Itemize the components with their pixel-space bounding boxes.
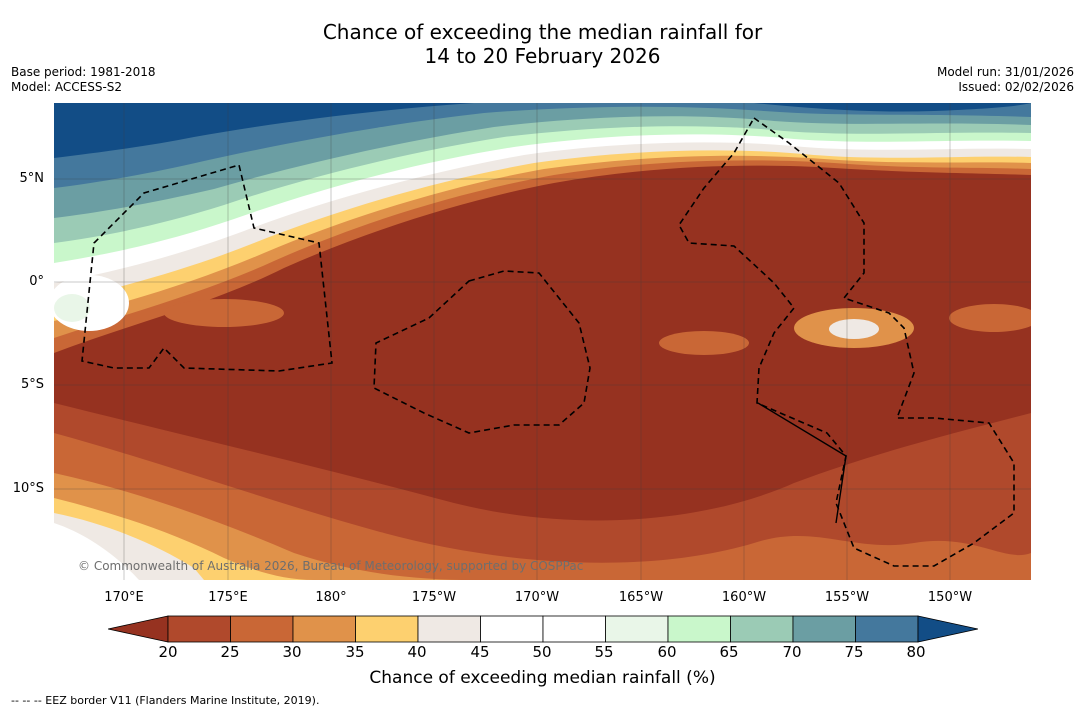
eez-kiribati-west [81,163,333,372]
eez-solid-segment [757,402,847,524]
field-north-80 [54,103,474,158]
patch-sw-orange [164,299,284,327]
meta-left: Base period: 1981-2018 Model: ACCESS-S2 [11,65,156,95]
colorbar-label: Chance of exceeding median rainfall (%) [369,668,716,688]
colorbar-segment [167,615,231,643]
lat-label-5n: 5°N [19,171,45,186]
colorbar-extend-low [108,615,169,643]
field-45 [54,523,139,580]
eez-kiribati-central [373,270,591,434]
colorbar-tick: 40 [407,643,427,661]
issued-date: Issued: 02/02/2026 [958,80,1074,94]
eez-lines [757,402,847,524]
colorbar-tick: 20 [158,643,178,661]
lon-label-150w: 150°W [927,590,973,605]
lon-label-180: 180° [315,590,347,605]
patch-east-orange [949,304,1031,332]
model-name: Model: ACCESS-S2 [11,80,123,94]
colorbar-segment [292,615,356,643]
colorbar-segment [417,615,481,643]
graticule [54,103,1031,580]
colorbar-tick: 80 [906,643,926,661]
colorbar-tick: 30 [282,643,302,661]
colorbar-segment [355,615,419,643]
lon-label-155w: 155°W [824,590,870,605]
patch-west-green [54,294,90,322]
lat-label-0: 0° [29,274,44,289]
colorbar-segment [542,615,606,643]
lon-label-160w: 160°W [721,590,767,605]
colorbar-segment [667,615,731,643]
colorbar-segment [480,615,544,643]
colorbar-tick: 45 [470,643,490,661]
rainfall-fields [54,103,1031,580]
colorbar-segment [792,615,856,643]
lon-label-165w: 165°W [618,590,664,605]
rainfall-map: © Commonwealth of Australia 2026, Bureau… [54,103,1031,580]
colorbar-tick: 55 [594,643,614,661]
colorbar-tick: 50 [532,643,552,661]
colorbar-segment [855,615,919,643]
field-north-80b [754,103,1031,112]
eez-kiribati-east [678,116,1015,567]
colorbar-tick: 70 [782,643,802,661]
colorbar-tick: 60 [657,643,677,661]
patch-east-light [829,319,879,339]
title-line-2: 14 to 20 February 2026 [424,44,661,68]
eez-borders [81,116,1015,567]
title-line-1: Chance of exceeding the median rainfall … [322,20,763,44]
lon-label-170w: 170°W [514,590,560,605]
lon-label-175e: 175°E [208,590,248,605]
colorbar-tick: 25 [220,643,240,661]
lat-label-5s: 5°S [20,377,44,392]
lat-label-10s: 10°S [12,481,44,496]
colorbar-segment [230,615,294,643]
field-25 [54,433,1031,580]
model-run: Model run: 31/01/2026 [936,65,1074,79]
field-north-75 [54,103,1031,188]
lon-label-175w: 175°W [411,590,457,605]
colorbar-segment [730,615,794,643]
patch-mid-orange [659,331,749,355]
colorbar-extend-high [917,615,978,643]
map-canvas [54,103,1031,580]
colorbar-tick: 75 [844,643,864,661]
base-period: Base period: 1981-2018 [11,65,156,79]
colorbar-tick: 65 [719,643,739,661]
colorbar-segment [605,615,669,643]
colorbar [108,615,978,643]
meta-right: Model run: 31/01/2026 Issued: 02/02/2026 [937,65,1074,95]
copyright-notice: © Commonwealth of Australia 2026, Bureau… [78,559,584,573]
lon-label-170e: 170°E [104,590,144,605]
map-title: Chance of exceeding the median rainfall … [0,20,1085,68]
eez-footnote: -- -- -- EEZ border V11 (Flanders Marine… [11,694,320,707]
colorbar-tick: 35 [345,643,365,661]
